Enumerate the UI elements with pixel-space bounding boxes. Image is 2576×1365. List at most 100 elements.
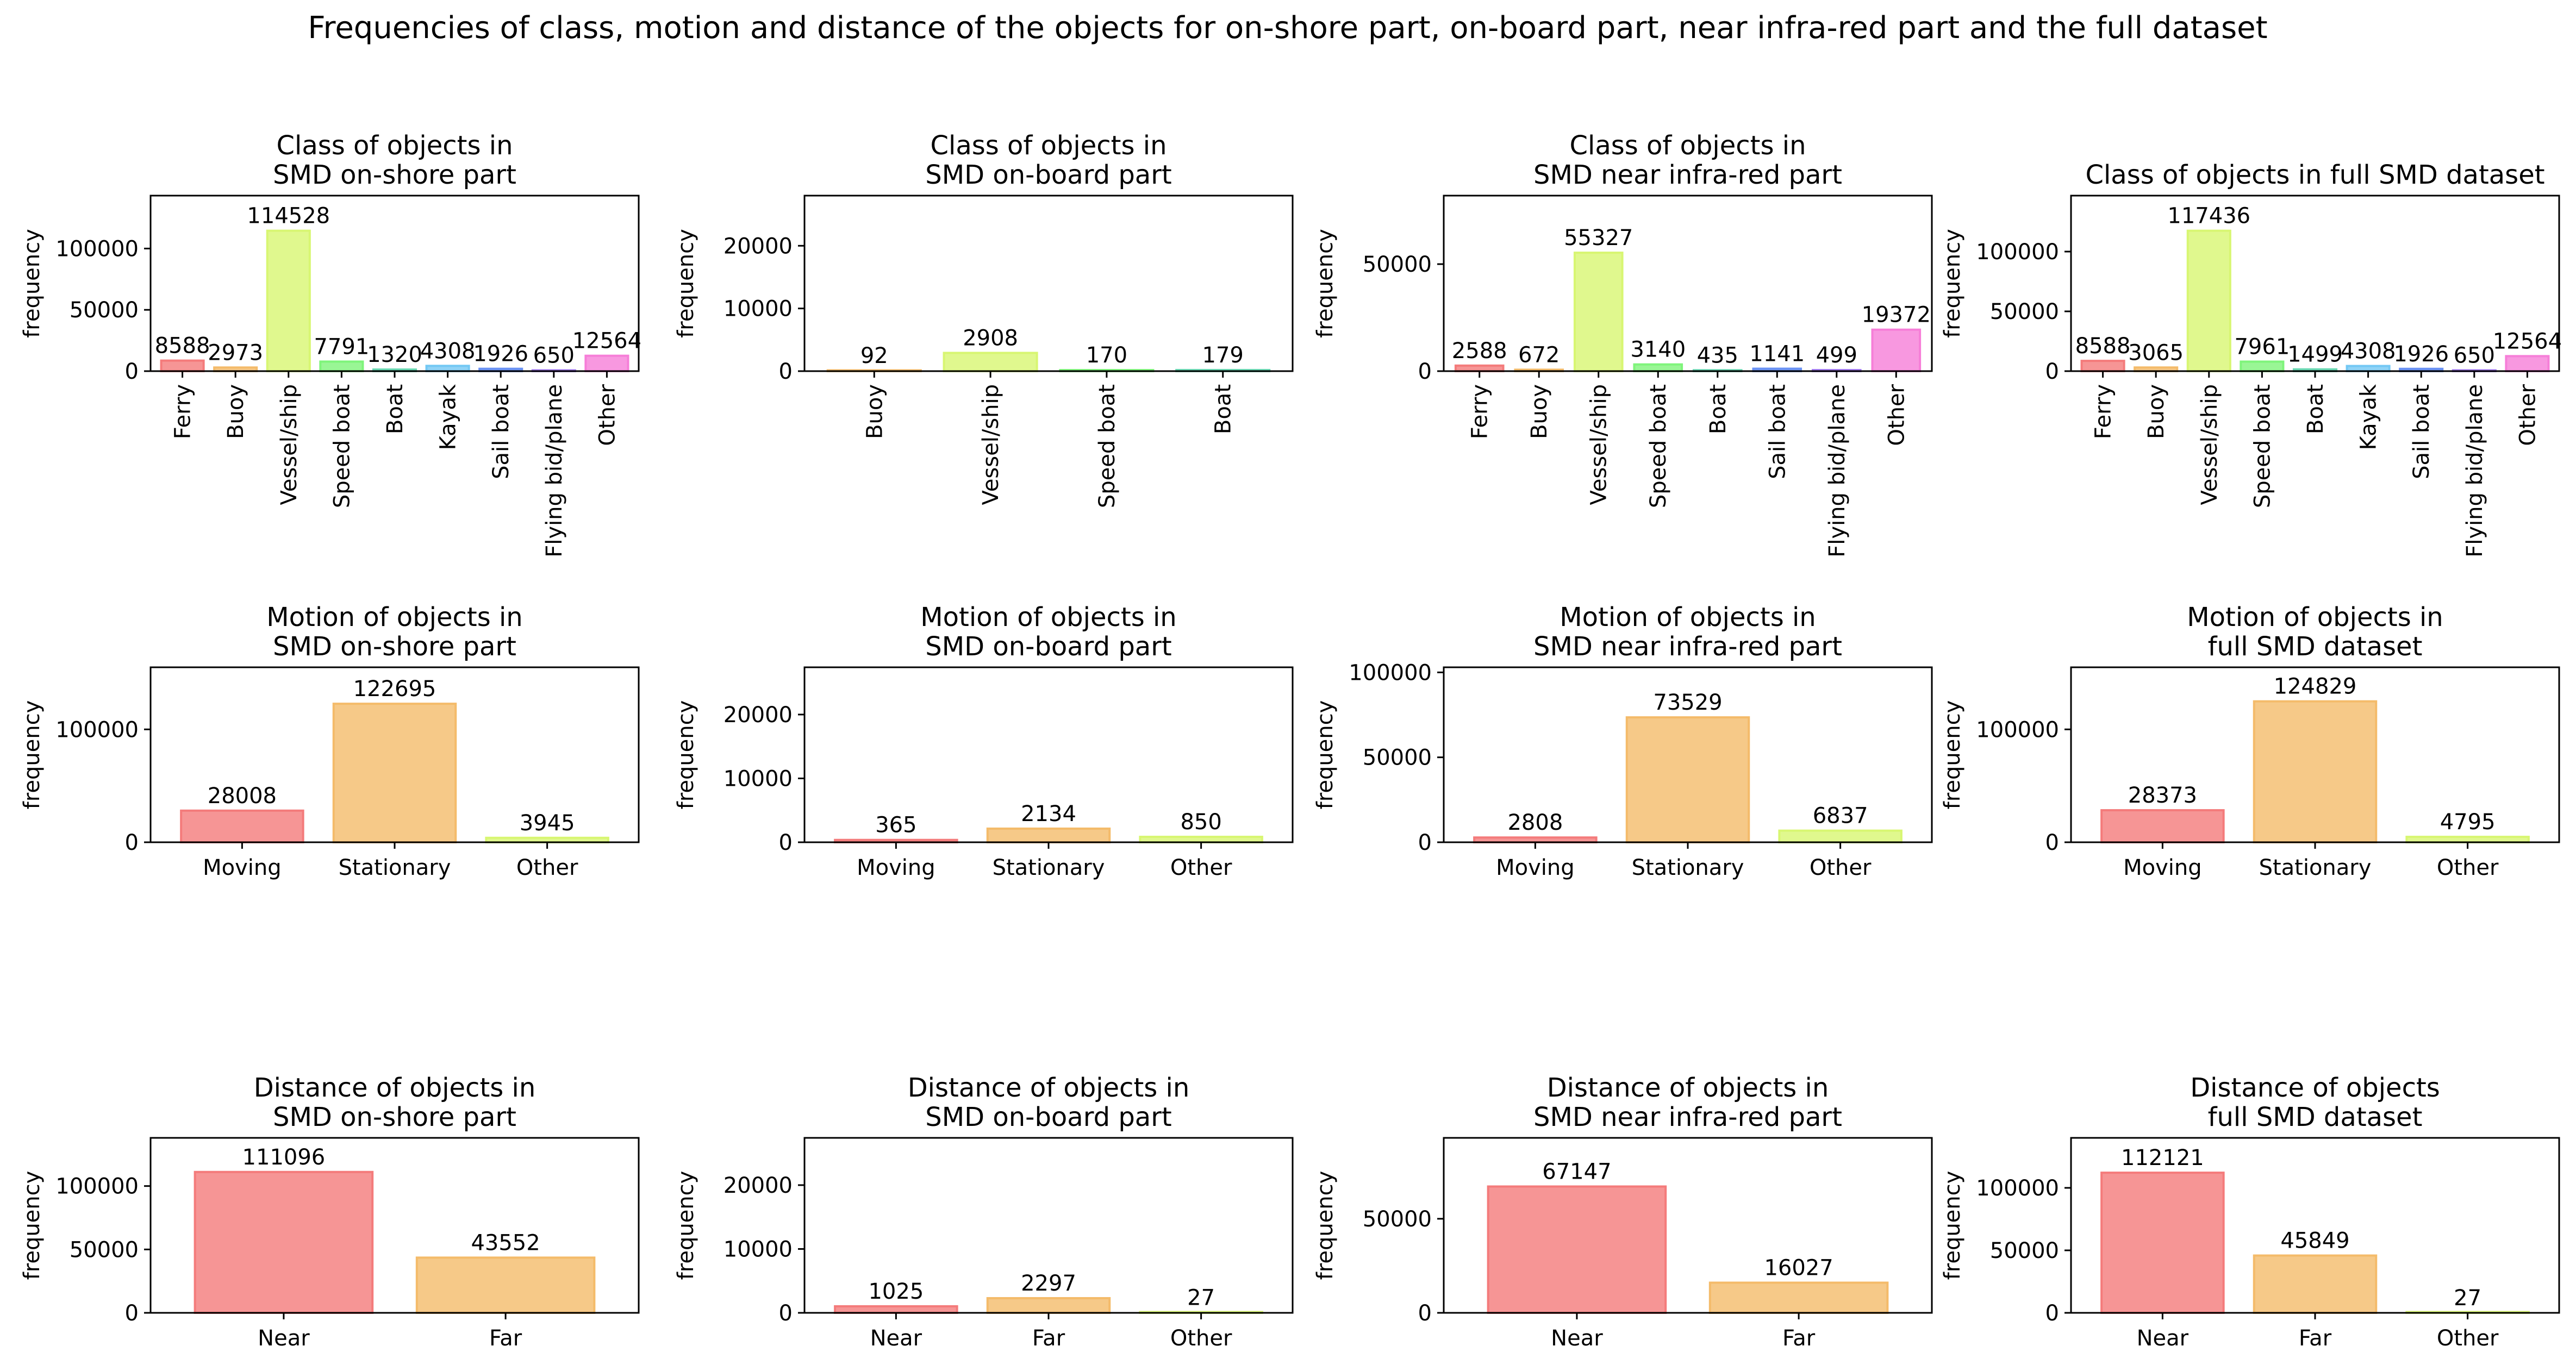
bar bbox=[2240, 360, 2285, 373]
x-tick-label: Other bbox=[2437, 1326, 2499, 1351]
x-tick-label: Buoy bbox=[2144, 384, 2169, 439]
bar-value-label: 28008 bbox=[208, 784, 277, 809]
y-tick-label: 50000 bbox=[70, 1237, 139, 1262]
y-axis-label: frequency bbox=[1940, 229, 1965, 338]
bar-value-label: 365 bbox=[875, 813, 916, 838]
plot-frame bbox=[1443, 195, 1933, 372]
y-tick-label: 0 bbox=[1418, 359, 1432, 384]
bar-value-label: 2588 bbox=[1452, 339, 1507, 364]
y-tick-label: 20000 bbox=[723, 234, 793, 259]
bar-value-label: 112121 bbox=[2121, 1145, 2204, 1170]
chart-panel: Motion of objects in full SMD dataset freq… bbox=[1940, 602, 2560, 880]
x-tick-label: Other bbox=[1884, 384, 1909, 446]
x-tick-label: Vessel/ship bbox=[277, 384, 302, 505]
x-tick-label: Near bbox=[1551, 1326, 1603, 1351]
bar bbox=[266, 229, 311, 372]
chart-title: Motion of objects in SMD on-shore part bbox=[266, 602, 522, 662]
y-tick-label: 0 bbox=[1418, 1301, 1432, 1326]
y-axis-label: frequency bbox=[673, 700, 698, 810]
x-tick-label: Near bbox=[870, 1326, 922, 1351]
bar-value-label: 650 bbox=[533, 343, 575, 368]
bar bbox=[1573, 252, 1624, 372]
y-axis-label: frequency bbox=[1940, 1171, 1965, 1280]
chart-panel: Distance of objects in SMD on-board part f… bbox=[673, 1073, 1294, 1351]
y-tick-label: 50000 bbox=[1990, 299, 2059, 324]
x-tick-label: Moving bbox=[1496, 855, 1575, 880]
y-tick-label: 10000 bbox=[723, 1237, 793, 1262]
bar-value-label: 19372 bbox=[1862, 303, 1931, 328]
bar bbox=[2100, 809, 2225, 843]
plot-frame bbox=[149, 1137, 640, 1314]
bar-value-label: 3945 bbox=[520, 811, 575, 836]
bar-value-label: 7961 bbox=[2234, 334, 2290, 359]
y-tick-label: 100000 bbox=[1976, 717, 2059, 742]
chart-panel: Class of objects in full SMD dataset freq… bbox=[1940, 160, 2562, 558]
bar-value-label: 45849 bbox=[2280, 1229, 2349, 1254]
bar-value-label: 2908 bbox=[963, 325, 1018, 350]
x-tick-label: Speed boat bbox=[329, 384, 354, 508]
x-tick-label: Far bbox=[1032, 1326, 1065, 1351]
x-tick-label: Kayak bbox=[436, 384, 461, 450]
y-tick-label: 20000 bbox=[723, 1173, 793, 1198]
chart-title: Distance of objects full SMD dataset bbox=[2190, 1073, 2440, 1132]
chart-title: Motion of objects in SMD on-board part bbox=[920, 602, 1176, 662]
x-tick-label: Boat bbox=[383, 384, 408, 434]
x-tick-label: Boat bbox=[1211, 384, 1236, 434]
plot-frame bbox=[1443, 666, 1933, 843]
y-tick-label: 50000 bbox=[1363, 1207, 1432, 1232]
bar bbox=[1871, 328, 1922, 373]
chart-title: Class of objects in full SMD dataset bbox=[2085, 160, 2544, 190]
bar-value-label: 16027 bbox=[1764, 1256, 1833, 1281]
bar-value-label: 672 bbox=[1518, 342, 1560, 367]
y-tick-label: 50000 bbox=[1990, 1238, 2059, 1263]
x-tick-label: Stationary bbox=[339, 855, 451, 880]
plot-frame bbox=[2070, 1137, 2560, 1314]
x-tick-label: Far bbox=[1782, 1326, 1816, 1351]
x-tick-label: Buoy bbox=[223, 384, 248, 439]
y-tick-label: 0 bbox=[1418, 830, 1432, 855]
bar-value-label: 1141 bbox=[1749, 342, 1805, 367]
bar-value-label: 124829 bbox=[2274, 674, 2357, 699]
bar bbox=[986, 1297, 1111, 1314]
x-tick-label: Other bbox=[2515, 384, 2540, 446]
bar-value-label: 1926 bbox=[473, 342, 528, 367]
chart-panel: Distance of objects in SMD near infra-red… bbox=[1313, 1073, 1933, 1351]
bar-value-label: 650 bbox=[2454, 343, 2495, 368]
x-tick-label: Other bbox=[595, 384, 620, 446]
bar bbox=[943, 352, 1038, 373]
bar-value-label: 7791 bbox=[314, 334, 369, 359]
bar-value-label: 3140 bbox=[1630, 337, 1686, 362]
chart-panel: Class of objects in SMD near infra-red pa… bbox=[1313, 130, 1933, 558]
chart-panel: Motion of objects in SMD on-shore part fre… bbox=[20, 602, 640, 880]
y-tick-label: 100000 bbox=[55, 236, 139, 261]
y-axis-label: frequency bbox=[20, 700, 45, 810]
panels: Class of objects in SMD on-shore part freq… bbox=[20, 130, 2562, 1351]
y-tick-label: 100000 bbox=[55, 1174, 139, 1199]
x-tick-label: Vessel/ship bbox=[1587, 384, 1612, 505]
bar bbox=[332, 703, 457, 844]
bar-value-label: 114528 bbox=[247, 204, 330, 229]
x-tick-label: Moving bbox=[2123, 855, 2202, 880]
bar-value-label: 1025 bbox=[868, 1279, 924, 1304]
bar-value-label: 4308 bbox=[2341, 339, 2396, 364]
plot-frame bbox=[803, 195, 1294, 372]
bar-value-label: 435 bbox=[1697, 343, 1738, 368]
chart-title: Class of objects in SMD on-board part bbox=[925, 130, 1172, 190]
y-tick-label: 100000 bbox=[1349, 660, 1432, 685]
chart-panel: Distance of objects in SMD on-shore part f… bbox=[20, 1073, 640, 1351]
y-axis-label: frequency bbox=[1313, 700, 1338, 810]
bar bbox=[319, 360, 364, 372]
y-axis-label: frequency bbox=[20, 1171, 45, 1280]
bar bbox=[986, 827, 1111, 844]
bar-value-label: 43552 bbox=[471, 1230, 540, 1255]
x-tick-label: Flying bid/plane bbox=[1825, 384, 1850, 558]
bar-value-label: 12564 bbox=[572, 329, 641, 354]
y-axis-label: frequency bbox=[673, 229, 698, 338]
x-tick-label: Far bbox=[489, 1326, 522, 1351]
y-axis-label: frequency bbox=[673, 1171, 698, 1280]
y-tick-label: 0 bbox=[779, 830, 793, 855]
bar bbox=[1708, 1281, 1889, 1314]
x-tick-label: Stationary bbox=[1632, 855, 1744, 880]
x-tick-label: Boat bbox=[1706, 384, 1731, 434]
x-tick-label: Far bbox=[2299, 1326, 2332, 1351]
